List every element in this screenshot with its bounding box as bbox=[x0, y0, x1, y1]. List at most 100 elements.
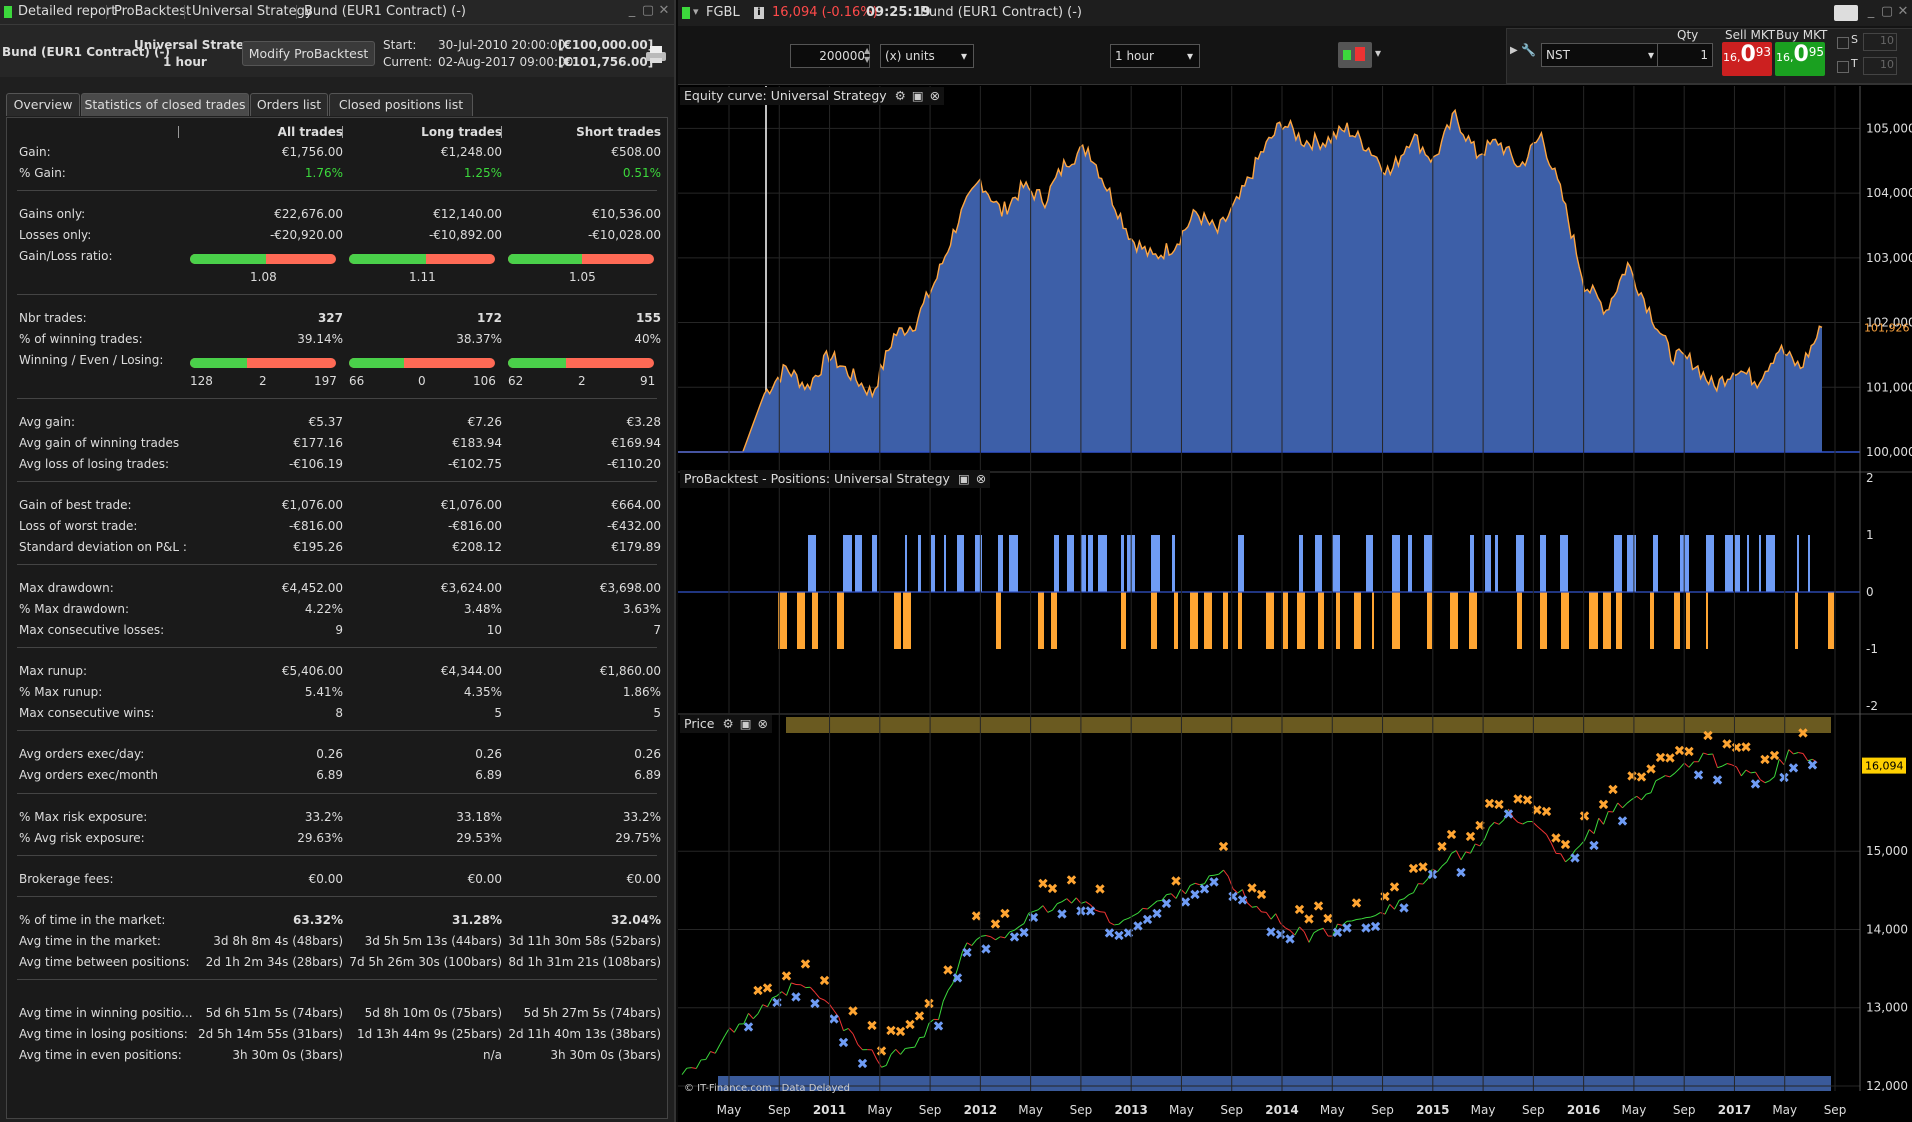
table-row: Max consecutive losses: 9 10 7 bbox=[19, 623, 661, 637]
col-short-trades[interactable]: Short trades bbox=[576, 125, 661, 139]
win-loss-bar-long bbox=[349, 358, 495, 368]
minimize-icon[interactable]: _ bbox=[628, 3, 636, 18]
price-segment bbox=[1142, 907, 1148, 910]
short-trade-marker: ✖ bbox=[876, 1044, 888, 1060]
chart-area[interactable]: 105,000 104,000 103,000 102,000 101,000 100,0… bbox=[678, 86, 1912, 1122]
maximize-icon[interactable]: ▢ bbox=[1880, 4, 1894, 19]
maximize-icon[interactable]: ▢ bbox=[641, 3, 655, 18]
price-segment bbox=[1408, 892, 1414, 896]
short-trade-marker: ✖ bbox=[971, 909, 983, 925]
price-segment bbox=[1133, 912, 1139, 917]
current-equity-label: 101,926 bbox=[1864, 321, 1910, 334]
long-trade-marker: ✖ bbox=[790, 990, 802, 1006]
price-segment bbox=[985, 935, 991, 938]
minimize-icon[interactable]: _ bbox=[1867, 4, 1875, 19]
close-icon[interactable]: ✕ bbox=[1897, 4, 1909, 19]
wrench-icon[interactable]: 🔧 bbox=[1521, 43, 1536, 57]
table-row: % of time in the market: 63.32% 31.28% 32.0… bbox=[19, 913, 661, 927]
modify-probacktest-button[interactable]: Modify ProBacktest bbox=[242, 41, 375, 66]
chevron-right-icon[interactable]: ▶ bbox=[1510, 45, 1518, 56]
breadcrumb-strategy[interactable]: Universal Strategy bbox=[192, 4, 313, 19]
units-input[interactable]: 200000 bbox=[790, 44, 870, 68]
y-tick-label: 12,000 bbox=[1866, 1079, 1908, 1093]
timeframe-select[interactable]: 1 hour ▾ bbox=[1110, 44, 1200, 68]
breadcrumb-instrument[interactable]: Bund (EUR1 Contract) (-) bbox=[304, 4, 466, 19]
chevron-down-icon[interactable]: ▾ bbox=[1375, 46, 1382, 60]
long-position-bar bbox=[1614, 535, 1622, 592]
short-trade-marker: ✖ bbox=[1303, 912, 1315, 928]
sell-market-button[interactable]: 16,093 bbox=[1722, 42, 1772, 76]
keyboard-icon[interactable] bbox=[1834, 5, 1858, 21]
price-segment bbox=[1147, 904, 1153, 910]
ticker[interactable]: FGBL bbox=[706, 5, 740, 20]
x-axis: May Sep 2011 May Sep 2012 May Sep 2013 May Sep 2014… bbox=[678, 86, 1912, 1122]
price-segment bbox=[1665, 775, 1671, 778]
price-segment bbox=[1308, 932, 1315, 943]
price-segment bbox=[847, 1028, 854, 1035]
close-icon[interactable]: ⊗ bbox=[975, 471, 987, 486]
wrench-icon[interactable]: ⚙ bbox=[722, 716, 734, 731]
price-segment bbox=[686, 1067, 692, 1069]
price-segment bbox=[1114, 923, 1120, 926]
qty-input[interactable]: 1 bbox=[1657, 43, 1713, 67]
breadcrumb-probacktest[interactable]: ProBacktest bbox=[114, 4, 192, 19]
price-segment bbox=[1075, 897, 1082, 904]
price-segment bbox=[981, 935, 987, 937]
long-trade-marker: ✖ bbox=[1018, 925, 1030, 941]
long-trade-marker: ✖ bbox=[1370, 919, 1382, 935]
close-icon[interactable]: ⊗ bbox=[929, 88, 941, 103]
tab-overview[interactable]: Overview bbox=[6, 93, 80, 116]
target-input[interactable]: 10 bbox=[1863, 57, 1897, 75]
price-segment bbox=[1655, 777, 1661, 782]
long-trade-marker: ✖ bbox=[1693, 768, 1705, 784]
print-icon[interactable] bbox=[644, 44, 668, 64]
price-segment bbox=[1646, 792, 1652, 795]
short-position-bar bbox=[1051, 592, 1057, 649]
long-position-bar bbox=[918, 535, 921, 592]
price-segment bbox=[971, 939, 977, 946]
price-segment bbox=[1399, 898, 1405, 901]
stop-checkbox[interactable] bbox=[1837, 37, 1849, 49]
long-trade-marker: ✖ bbox=[1151, 906, 1163, 922]
price-segment bbox=[1090, 904, 1096, 911]
price-segment bbox=[1807, 758, 1813, 762]
info-icon[interactable]: i bbox=[754, 7, 764, 19]
short-trade-marker: ✖ bbox=[1683, 744, 1695, 760]
table-row: Losses only: -€20,920.00 -€10,892.00 -€10,0… bbox=[19, 228, 661, 242]
close-icon[interactable]: ⊗ bbox=[757, 716, 768, 731]
table-row: Gains only: €22,676.00 €12,140.00 €10,536.0… bbox=[19, 207, 661, 221]
window-icon[interactable]: ▣ bbox=[957, 471, 970, 486]
stop-input[interactable]: 10 bbox=[1863, 33, 1897, 51]
col-long-trades[interactable]: Long trades bbox=[421, 125, 502, 139]
price-segment bbox=[809, 986, 816, 993]
long-trade-marker: ✖ bbox=[1142, 912, 1154, 928]
price-segment bbox=[1061, 898, 1068, 903]
tab-orders-list[interactable]: Orders list bbox=[250, 93, 328, 116]
window-icon[interactable]: ▣ bbox=[739, 716, 752, 731]
buy-market-button[interactable]: 16,095 bbox=[1775, 42, 1825, 76]
col-all-trades[interactable]: All trades bbox=[277, 125, 343, 139]
winning-all: 128 bbox=[190, 374, 213, 388]
price-segment bbox=[1246, 902, 1253, 908]
target-checkbox[interactable] bbox=[1837, 61, 1849, 73]
account-select[interactable]: NST ▾ bbox=[1541, 43, 1661, 67]
short-trade-marker: ✖ bbox=[1294, 902, 1306, 918]
long-trade-marker: ✖ bbox=[1161, 897, 1173, 913]
window-icon[interactable]: ▣ bbox=[911, 88, 924, 103]
units-stepper[interactable]: ▲ ▼ bbox=[864, 46, 871, 64]
short-position-bar bbox=[1190, 592, 1198, 649]
tab-closed-positions-list[interactable]: Closed positions list bbox=[329, 93, 473, 116]
x-tick-label: Sep bbox=[1673, 1103, 1696, 1117]
indicator-icon[interactable] bbox=[1338, 42, 1372, 68]
tab-statistics-closed-trades[interactable]: Statistics of closed trades bbox=[81, 93, 249, 116]
x-tick-label: 2015 bbox=[1416, 1103, 1449, 1117]
long-trade-marker: ✖ bbox=[961, 945, 973, 961]
chevron-down-icon[interactable]: ▾ bbox=[693, 5, 699, 18]
short-trade-marker: ✖ bbox=[904, 1018, 916, 1034]
table-row: Standard deviation on P&L : €195.26 €208.1… bbox=[19, 540, 661, 554]
wrench-icon[interactable]: ⚙ bbox=[894, 88, 906, 103]
long-position-bar bbox=[998, 535, 1003, 592]
close-icon[interactable]: ✕ bbox=[658, 3, 670, 18]
chart-titlebar: ▾ FGBL i 16,094 (-0.16%) 09:25:19 Bund (… bbox=[678, 0, 1912, 27]
units-select[interactable]: (x) units ▾ bbox=[880, 44, 974, 68]
